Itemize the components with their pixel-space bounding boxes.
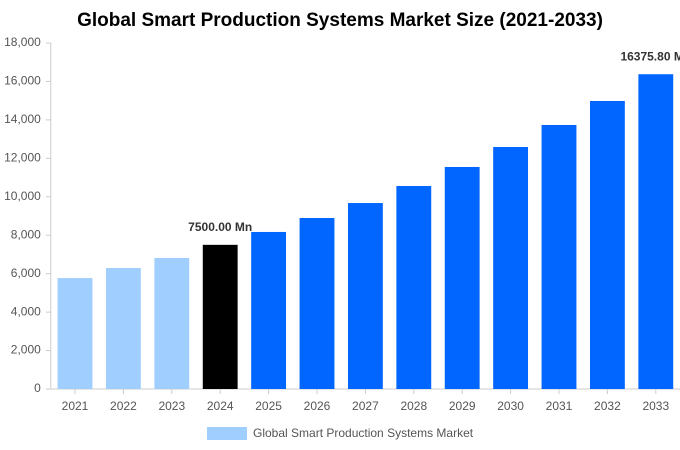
bar	[154, 258, 190, 389]
y-tick-label: 4,000	[11, 304, 41, 318]
x-tick-label: 2025	[255, 399, 282, 413]
bar	[202, 244, 238, 389]
bar	[493, 146, 529, 389]
bar	[299, 218, 335, 389]
bar	[444, 166, 480, 389]
x-tick-label: 2026	[304, 399, 331, 413]
bar	[105, 267, 141, 389]
bar	[57, 278, 93, 389]
x-tick-label: 2033	[642, 399, 669, 413]
bar	[541, 124, 577, 389]
y-tick-label: 12,000	[4, 151, 41, 165]
x-tick-label: 2028	[400, 399, 427, 413]
y-tick-label: 14,000	[4, 112, 41, 126]
bar	[347, 203, 383, 389]
x-tick-label: 2022	[110, 399, 137, 413]
x-tick-label: 2030	[497, 399, 524, 413]
value-label: 7500.00 Mn	[188, 220, 252, 234]
y-tick-label: 8,000	[11, 227, 41, 241]
bar	[638, 74, 674, 389]
x-tick-label: 2023	[158, 399, 185, 413]
value-label: 16375.80 Mn	[620, 49, 680, 63]
chart-title: Global Smart Production Systems Market S…	[77, 10, 603, 31]
x-tick-label: 2032	[594, 399, 621, 413]
bar	[589, 100, 625, 389]
y-tick-label: 2,000	[11, 343, 41, 357]
y-tick-label: 6,000	[11, 266, 41, 280]
x-tick-label: 2024	[207, 399, 234, 413]
y-tick-label: 10,000	[4, 189, 41, 203]
x-tick-label: 2031	[546, 399, 573, 413]
y-tick-label: 18,000	[4, 35, 41, 49]
bar	[251, 231, 287, 389]
y-tick-label: 16,000	[4, 74, 41, 88]
x-tick-label: 2027	[352, 399, 379, 413]
x-tick-label: 2021	[62, 399, 89, 413]
y-tick-label: 0	[34, 381, 41, 395]
legend-label: Global Smart Production Systems Market	[253, 426, 474, 440]
legend-swatch	[207, 427, 247, 440]
x-tick-label: 2029	[449, 399, 476, 413]
bar	[396, 186, 432, 389]
